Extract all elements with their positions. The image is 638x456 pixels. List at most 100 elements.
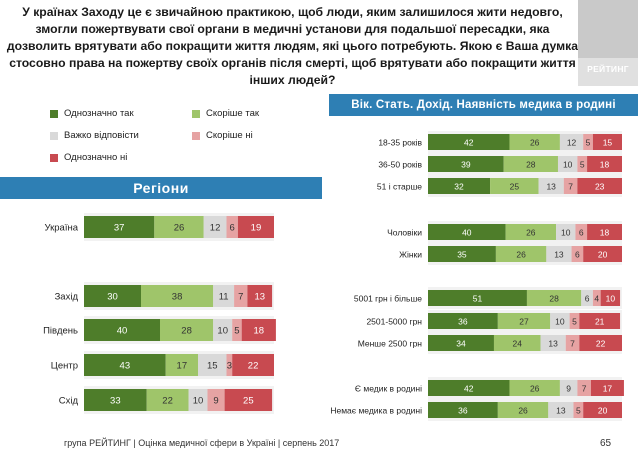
title-line: інших людей? (249, 73, 336, 87)
data-label: 11 (219, 292, 229, 303)
data-label: 13 (546, 182, 556, 192)
bar-segment (587, 156, 622, 172)
category-label: 2501-5000 грн (366, 317, 422, 327)
data-label: 13 (548, 339, 558, 349)
bar-segment (563, 178, 578, 194)
bar-segment (226, 354, 233, 376)
bar-segment (232, 354, 274, 376)
data-label: 5 (572, 317, 577, 327)
bar-segment (592, 134, 622, 150)
data-label: 38 (172, 292, 183, 303)
data-label: 22 (248, 361, 259, 372)
data-label: 34 (456, 339, 466, 349)
bar-segment (84, 285, 141, 307)
category-label: Немає медика в родині (330, 406, 422, 416)
bar-segment (428, 402, 498, 418)
bar-segment (497, 402, 549, 418)
bar-segment (583, 134, 593, 150)
data-label: 26 (518, 406, 528, 416)
data-label: 35 (457, 250, 467, 260)
bar-segment (165, 354, 198, 376)
bar-segment (224, 389, 273, 411)
bar-segment (509, 134, 560, 150)
bar-segment (577, 178, 622, 194)
bar-segment (232, 319, 242, 341)
data-label: 13 (556, 406, 566, 416)
bar-segment (203, 216, 227, 238)
data-label: 28 (526, 160, 536, 170)
legend-swatch (50, 131, 58, 140)
demographics-header: Вік. Стать. Дохід. Наявність медика в ро… (329, 94, 638, 116)
bar-segment (141, 285, 214, 307)
data-label: 6 (585, 294, 590, 304)
bar-segment (198, 354, 227, 376)
data-label: 17 (603, 384, 613, 394)
data-label: 5 (580, 160, 585, 170)
bar-segment (565, 335, 580, 351)
bar-segment (428, 313, 498, 329)
category-label: Схід (59, 396, 79, 407)
bar-segment (571, 246, 584, 262)
data-label: 18 (254, 326, 265, 337)
legend-label: Скоріше так (206, 108, 260, 119)
data-label: 20 (598, 250, 608, 260)
data-label: 26 (526, 228, 536, 238)
data-label: 26 (174, 223, 185, 234)
data-label: 36 (458, 406, 468, 416)
data-label: 43 (120, 361, 131, 372)
data-label: 22 (596, 339, 606, 349)
data-label: 13 (554, 250, 564, 260)
data-label: 30 (107, 292, 118, 303)
bar-segment (84, 389, 147, 411)
bar-segment (428, 134, 510, 150)
category-label: 51 і старше (377, 182, 422, 192)
data-label: 18 (600, 228, 610, 238)
data-label: 28 (181, 326, 192, 337)
bar-segment (160, 319, 214, 341)
title-line: змогли пожертвувати свої органи в медичн… (35, 22, 550, 36)
bar-segment (577, 380, 591, 396)
bar-segment (241, 319, 276, 341)
category-label: 36-50 років (378, 160, 422, 170)
bar-segment (503, 156, 558, 172)
bar-segment (583, 246, 622, 262)
bar-segment (546, 246, 572, 262)
legend-item: Скоріше ні (192, 130, 253, 141)
bar-segment (505, 224, 557, 240)
category-label: Захід (55, 292, 79, 303)
category-label: 18-35 років (378, 138, 422, 148)
bar-segment (146, 389, 189, 411)
data-label: 26 (530, 384, 540, 394)
data-label: 13 (254, 292, 265, 303)
bar-segment (550, 313, 570, 329)
data-label: 25 (243, 396, 254, 407)
data-label: 36 (458, 317, 468, 327)
bar-segment (587, 224, 622, 240)
legend-label: Скоріше ні (206, 130, 253, 141)
bar-segment (577, 156, 588, 172)
bar-segment (495, 246, 547, 262)
legend-swatch (50, 153, 58, 162)
category-label: Україна (44, 223, 78, 234)
bar-segment (428, 224, 506, 240)
data-label: 10 (563, 160, 573, 170)
data-label: 7 (570, 339, 575, 349)
data-label: 6 (579, 228, 584, 238)
bar-segment (234, 285, 248, 307)
legend-swatch (192, 109, 200, 118)
bar-segment (428, 156, 504, 172)
bar-segment (84, 354, 166, 376)
page-number: 65 (600, 438, 612, 449)
regions-header: Регіони (0, 177, 322, 199)
data-label: 9 (213, 396, 218, 407)
data-label: 10 (606, 294, 616, 304)
data-label: 19 (251, 223, 262, 234)
data-label: 42 (464, 138, 474, 148)
data-label: 5 (234, 326, 239, 337)
bar-segment (600, 290, 621, 306)
data-label: 7 (568, 182, 573, 192)
data-label: 5 (576, 406, 581, 416)
data-label: 17 (177, 361, 188, 372)
data-label: 10 (555, 317, 565, 327)
